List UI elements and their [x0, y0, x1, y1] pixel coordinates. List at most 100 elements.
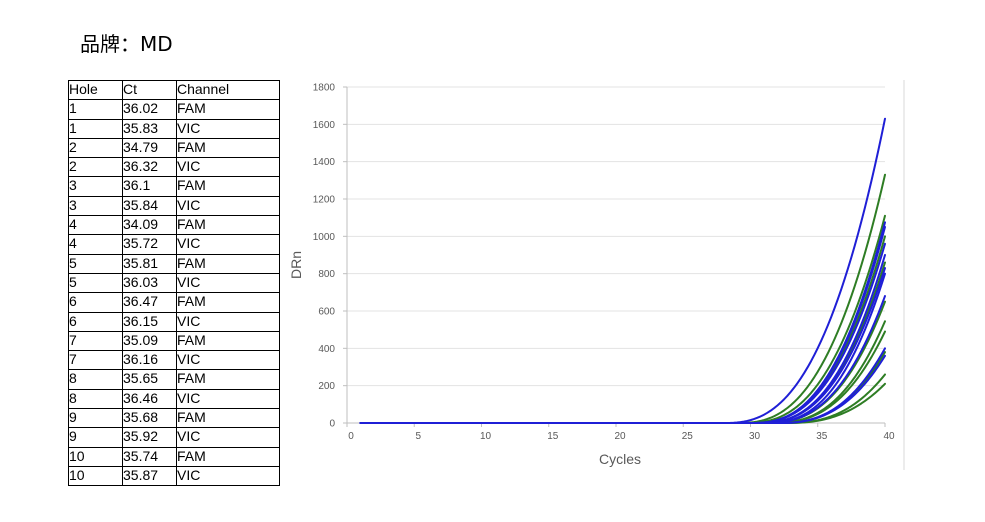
ct-cell: 35.83 — [122, 118, 177, 139]
table-row: 5 36.03 VIC — [68, 272, 280, 294]
hole-cell: 7 — [68, 350, 123, 371]
table-row: 3 36.1 FAM — [68, 176, 280, 197]
channel-cell: VIC — [176, 311, 280, 332]
hole-cell: 8 — [68, 369, 123, 390]
hole-cell: 2 — [68, 157, 123, 178]
channel-cell: VIC — [176, 157, 280, 178]
table-row: 6 36.15 VIC — [68, 311, 280, 332]
x-tick-label: 0 — [348, 431, 354, 442]
ct-cell: 35.87 — [122, 465, 177, 487]
channel-cell: VIC — [176, 350, 280, 371]
ct-cell: 36.16 — [122, 350, 177, 371]
hole-cell: 1 — [68, 99, 123, 120]
channel-cell: FAM — [176, 176, 280, 197]
ct-cell: 36.47 — [122, 292, 177, 313]
chart-svg: 0 200 400 600 800 1000 1200 1400 1600 1800 0 5 10 15 2… — [288, 80, 905, 470]
channel-cell: FAM — [176, 369, 280, 390]
amplification-curve-vic — [359, 214, 886, 424]
hole-cell: 2 — [68, 137, 123, 159]
ct-cell: 35.81 — [122, 253, 177, 274]
column-header: Ct — [122, 79, 177, 101]
hole-cell: 9 — [68, 427, 123, 448]
y-tick-label: 1600 — [313, 120, 336, 131]
hole-cell: 10 — [68, 465, 123, 487]
x-tick-label: 40 — [883, 431, 895, 442]
ct-cell: 36.32 — [122, 157, 177, 178]
ct-cell: 35.68 — [122, 408, 177, 429]
x-tick-label: 10 — [480, 431, 492, 442]
ct-cell: 35.84 — [122, 195, 177, 217]
channel-cell: FAM — [176, 137, 280, 159]
y-tick-label: 200 — [318, 381, 335, 392]
y-tick-label: 800 — [318, 269, 335, 280]
table-row: 4 34.09 FAM — [68, 215, 280, 236]
hole-cell: 4 — [68, 215, 123, 236]
table-row: 10 35.74 FAM — [68, 446, 280, 467]
ct-cell: 34.79 — [122, 137, 177, 159]
amplification-curve-fam — [359, 267, 886, 424]
ct-cell: 35.92 — [122, 427, 177, 448]
ct-cell: 35.65 — [122, 369, 177, 390]
table-row: 1 35.83 VIC — [68, 118, 280, 139]
table-row: 4 35.72 VIC — [68, 234, 280, 255]
x-tick-label: 35 — [816, 431, 828, 442]
table-row: 9 35.92 VIC — [68, 427, 280, 448]
table-row: 9 35.68 FAM — [68, 408, 280, 429]
channel-cell: VIC — [176, 465, 280, 487]
channel-cell: VIC — [176, 234, 280, 255]
channel-cell: FAM — [176, 99, 280, 120]
hole-cell: 1 — [68, 118, 123, 139]
y-tick-label: 0 — [329, 419, 335, 430]
table-row: 5 35.81 FAM — [68, 253, 280, 274]
x-tick-label: 25 — [682, 431, 694, 442]
channel-cell: FAM — [176, 408, 280, 429]
amplification-curve-vic — [359, 320, 886, 424]
table-row: 3 35.84 VIC — [68, 195, 280, 217]
channel-cell: FAM — [176, 253, 280, 274]
x-axis-label: Cycles — [599, 451, 641, 467]
amplification-chart: 0 200 400 600 800 1000 1200 1400 1600 1800 0 5 10 15 2… — [283, 78, 905, 470]
amplification-curve-vic — [359, 235, 886, 424]
table-row: 8 35.65 FAM — [68, 369, 280, 390]
y-tick-label: 1000 — [313, 232, 336, 243]
table-header-row: Hole Ct Channel — [68, 79, 280, 101]
channel-cell: FAM — [176, 446, 280, 467]
channel-cell: VIC — [176, 118, 280, 139]
channel-cell: FAM — [176, 292, 280, 313]
y-tick-label: 400 — [318, 344, 335, 355]
hole-cell: 8 — [68, 388, 123, 410]
channel-cell: VIC — [176, 388, 280, 410]
channel-cell: FAM — [176, 215, 280, 236]
hole-cell: 4 — [68, 234, 123, 255]
hole-cell: 3 — [68, 176, 123, 197]
channel-cell: VIC — [176, 195, 280, 217]
table-row: 7 36.16 VIC — [68, 350, 280, 371]
table-row: 10 35.87 VIC — [68, 465, 280, 487]
hole-cell: 9 — [68, 408, 123, 429]
ct-cell: 35.72 — [122, 234, 177, 255]
ct-cell: 36.46 — [122, 388, 177, 410]
amplification-curve-fam — [359, 226, 886, 424]
x-tick-label: 5 — [415, 431, 421, 442]
x-tick-label: 15 — [547, 431, 559, 442]
table-row: 6 36.47 FAM — [68, 292, 280, 313]
ct-table: Hole Ct Channel 1 36.02 FAM 1 35.83 VIC 2 34.79 FAM… — [68, 79, 280, 487]
channel-cell: VIC — [176, 272, 280, 294]
ct-cell: 35.09 — [122, 330, 177, 352]
hole-cell: 3 — [68, 195, 123, 217]
y-axis-label: DRn — [288, 251, 304, 279]
y-tick-label: 1200 — [313, 195, 336, 206]
channel-cell: FAM — [176, 330, 280, 352]
y-tick-label: 1400 — [313, 157, 336, 168]
hole-cell: 6 — [68, 292, 123, 313]
amplification-curve-fam — [359, 117, 886, 424]
brand-title: 品牌：MD — [80, 32, 173, 56]
ct-cell: 36.1 — [122, 176, 177, 197]
column-header: Hole — [68, 79, 123, 101]
ct-cell: 34.09 — [122, 215, 177, 236]
hole-cell: 5 — [68, 253, 123, 274]
x-tick-label: 30 — [749, 431, 761, 442]
hole-cell: 6 — [68, 311, 123, 332]
y-tick-label: 1800 — [313, 83, 336, 94]
table-row: 7 35.09 FAM — [68, 330, 280, 352]
